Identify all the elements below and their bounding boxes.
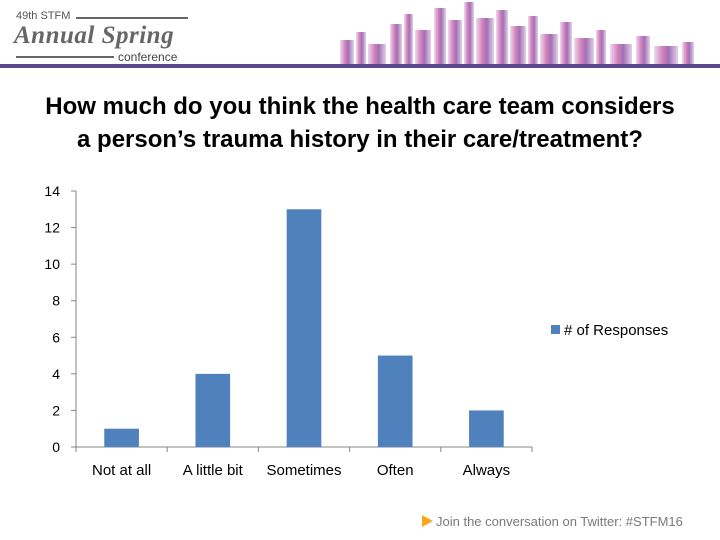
logo-rule-bottom [16,56,114,58]
logo-main-text: Annual Spring [14,22,175,49]
y-tick-label: 2 [52,402,60,418]
bar [195,373,231,447]
logo-rule-top [76,17,188,19]
header-divider-bar [0,64,720,68]
bar [377,355,413,447]
logo-conference-text: conference [118,50,178,64]
play-arrow-icon [422,515,433,527]
twitter-footer: Join the conversation on Twitter: #STFM1… [422,514,683,529]
footer-text: Join the conversation on Twitter: #STFM1… [436,514,683,529]
x-category-label: A little bit [183,462,244,479]
chart-title: How much do you think the health care te… [45,93,675,153]
bar [469,410,504,447]
city-skyline-graphic [340,2,694,66]
legend-label: # of Responses [564,322,668,339]
y-tick-label: 6 [52,329,60,345]
conference-header: 49th STFM Annual Spring conference [0,0,720,70]
x-category-label: Sometimes [266,462,341,479]
stfm-logo: 49th STFM Annual Spring conference [14,10,194,66]
y-tick-label: 0 [52,439,60,455]
y-tick-label: 8 [52,293,60,309]
y-tick-label: 10 [44,256,60,272]
x-category-label: Not at all [92,462,151,479]
x-category-label: Always [463,462,511,479]
legend-swatch [551,325,560,334]
logo-edition-text: 49th STFM [16,10,71,22]
y-tick-label: 14 [44,183,60,199]
bar [286,209,322,447]
y-tick-label: 4 [52,366,60,382]
y-tick-label: 12 [44,220,60,236]
x-category-label: Often [377,462,414,479]
bar [104,428,139,447]
